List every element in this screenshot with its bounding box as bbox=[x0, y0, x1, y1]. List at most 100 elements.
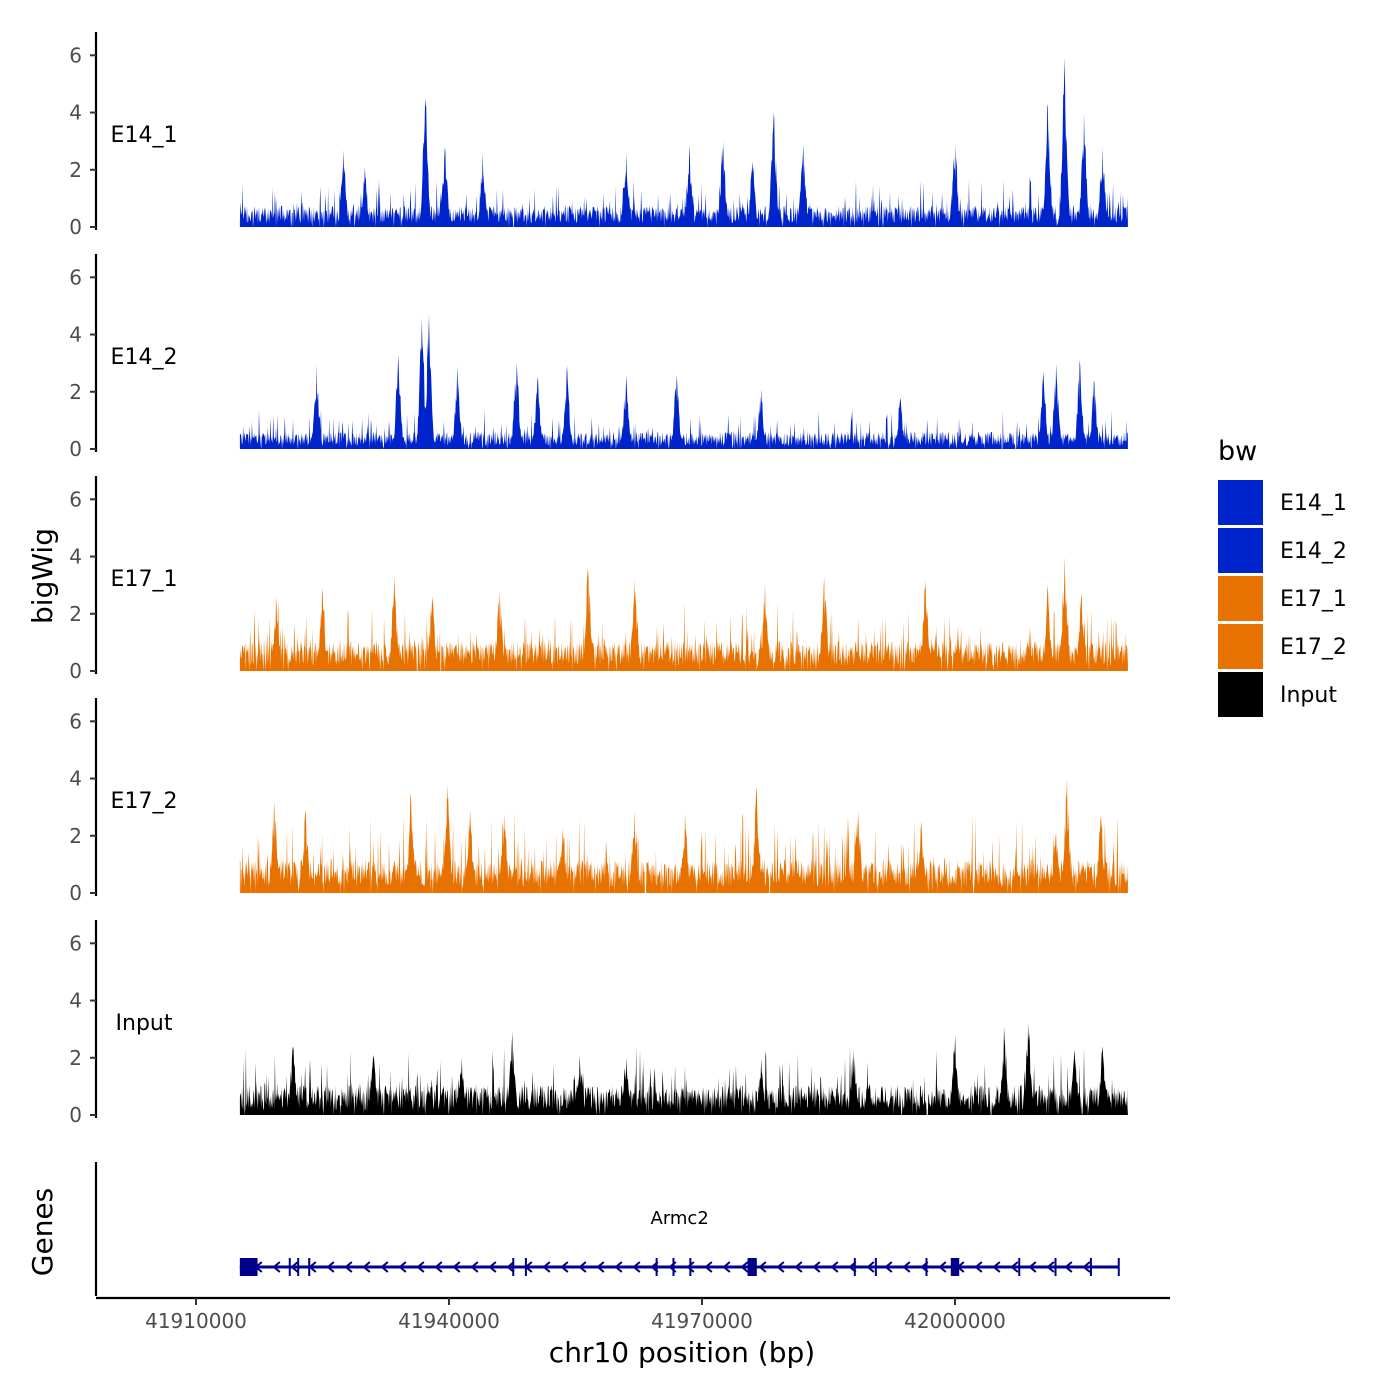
y-tick-label: 2 bbox=[69, 602, 82, 626]
track-label: E17_2 bbox=[111, 789, 178, 814]
gene-exon bbox=[239, 1258, 258, 1276]
strand-arrow bbox=[488, 1261, 497, 1273]
x-tick-label: 41940000 bbox=[398, 1309, 500, 1333]
gene-track: Genes Armc2 bbox=[26, 1162, 1120, 1296]
y-tick-label: 4 bbox=[69, 989, 82, 1013]
y-tick-label: 6 bbox=[69, 43, 82, 67]
gene-exon bbox=[524, 1258, 527, 1276]
signal-area-e17-2 bbox=[239, 778, 1128, 893]
strand-arrow bbox=[326, 1261, 335, 1273]
track-label: E14_2 bbox=[111, 345, 178, 370]
gene-exon bbox=[308, 1258, 311, 1276]
gene-exon bbox=[1117, 1258, 1120, 1276]
gene-armc2: Armc2 bbox=[239, 1208, 1120, 1276]
strand-arrow bbox=[1082, 1261, 1091, 1273]
strand-arrow bbox=[272, 1261, 281, 1273]
y-tick-label: 2 bbox=[69, 824, 82, 848]
strand-arrow bbox=[398, 1261, 407, 1273]
legend-key-input bbox=[1218, 672, 1263, 717]
strand-arrow bbox=[362, 1261, 371, 1273]
x-tick-label: 41970000 bbox=[651, 1309, 753, 1333]
gene-exon bbox=[925, 1258, 928, 1276]
x-axis-title: chr10 position (bp) bbox=[549, 1336, 815, 1369]
strand-arrow bbox=[812, 1261, 821, 1273]
y-tick-label: 6 bbox=[69, 931, 82, 955]
y-tick-label: 4 bbox=[69, 101, 82, 125]
gene-exon bbox=[672, 1258, 675, 1276]
gene-exon bbox=[950, 1258, 960, 1276]
y-tick-label: 2 bbox=[69, 380, 82, 404]
strand-arrow bbox=[344, 1261, 353, 1273]
strand-arrow bbox=[938, 1261, 947, 1273]
track-label: Input bbox=[116, 1011, 173, 1036]
strand-arrow bbox=[290, 1261, 299, 1273]
y-tick-label: 2 bbox=[69, 158, 82, 182]
track-label: E17_1 bbox=[111, 567, 178, 592]
gene-exon bbox=[1089, 1258, 1092, 1276]
strand-arrow bbox=[560, 1261, 569, 1273]
strand-arrow bbox=[722, 1261, 731, 1273]
gene-exon bbox=[853, 1258, 856, 1276]
y-tick-label: 0 bbox=[69, 659, 82, 683]
legend-key-e14-1 bbox=[1218, 480, 1263, 525]
strand-arrow bbox=[470, 1261, 479, 1273]
strand-arrow bbox=[380, 1261, 389, 1273]
track-input: 0 2 4 6 Input bbox=[69, 920, 1128, 1127]
legend-key-e17-1 bbox=[1218, 576, 1263, 621]
strand-arrow bbox=[686, 1261, 695, 1273]
strand-arrow bbox=[596, 1261, 605, 1273]
y-axis-title: bigWig bbox=[26, 528, 59, 624]
y-tick-label: 4 bbox=[69, 323, 82, 347]
track-e17-1: 0 2 4 6 E17_1 bbox=[69, 476, 1128, 683]
legend-key-e17-2 bbox=[1218, 624, 1263, 669]
y-tick-label: 2 bbox=[69, 1046, 82, 1070]
gene-exon bbox=[1054, 1258, 1057, 1276]
y-tick-label: 6 bbox=[69, 709, 82, 733]
track-e14-2: 0 2 4 6 E14_2 bbox=[69, 254, 1128, 461]
signal-tracks: 0 2 4 6 E14_1 0 2 4 6 E14_2 0 2 4 6 E17_1 0 2 4 6 E17_2 0 2 4 6… bbox=[69, 32, 1128, 1127]
gene-exon bbox=[747, 1258, 757, 1276]
strand-arrow bbox=[452, 1261, 461, 1273]
strand-arrow bbox=[1046, 1261, 1055, 1273]
legend: bw E14_1 E14_2 E17_1 E17_2 Input bbox=[1218, 436, 1347, 717]
strand-arrow bbox=[632, 1261, 641, 1273]
track-e17-2: 0 2 4 6 E17_2 bbox=[69, 698, 1128, 905]
gene-exon bbox=[1018, 1258, 1021, 1276]
strand-arrow bbox=[416, 1261, 425, 1273]
strand-arrow bbox=[902, 1261, 911, 1273]
track-label: E14_1 bbox=[111, 123, 178, 148]
gene-exon bbox=[874, 1258, 877, 1276]
y-tick-label: 0 bbox=[69, 437, 82, 461]
gene-models: Armc2 bbox=[239, 1208, 1120, 1276]
strand-arrow bbox=[542, 1261, 551, 1273]
signal-area-input bbox=[239, 1023, 1128, 1115]
legend-key-e14-2 bbox=[1218, 528, 1263, 573]
legend-label: E17_2 bbox=[1280, 635, 1347, 660]
y-tick-label: 4 bbox=[69, 767, 82, 791]
strand-arrow bbox=[578, 1261, 587, 1273]
y-tick-label: 6 bbox=[69, 487, 82, 511]
legend-label: Input bbox=[1280, 683, 1337, 708]
strand-arrow bbox=[794, 1261, 803, 1273]
y-tick-label: 6 bbox=[69, 265, 82, 289]
legend-label: E14_1 bbox=[1280, 491, 1347, 516]
gene-exon bbox=[655, 1258, 658, 1276]
x-axis: chr10 position (bp) 41910000 41940000 4197… bbox=[96, 1296, 1170, 1369]
x-tick-label: 42000000 bbox=[904, 1309, 1006, 1333]
legend-label: E14_2 bbox=[1280, 539, 1347, 564]
strand-arrow bbox=[974, 1261, 983, 1273]
strand-arrow bbox=[776, 1261, 785, 1273]
strand-arrow bbox=[506, 1261, 515, 1273]
legend-label: E17_1 bbox=[1280, 587, 1347, 612]
y-tick-label: 0 bbox=[69, 215, 82, 239]
strand-arrow bbox=[884, 1261, 893, 1273]
signal-area-e17-1 bbox=[239, 556, 1128, 671]
track-e14-1: 0 2 4 6 E14_1 bbox=[69, 32, 1128, 239]
gene-label: Armc2 bbox=[651, 1208, 709, 1229]
y-tick-label: 0 bbox=[69, 1103, 82, 1127]
gene-exon bbox=[297, 1258, 300, 1276]
strand-arrow bbox=[1028, 1261, 1037, 1273]
strand-arrow bbox=[740, 1261, 749, 1273]
y-tick-label: 4 bbox=[69, 545, 82, 569]
